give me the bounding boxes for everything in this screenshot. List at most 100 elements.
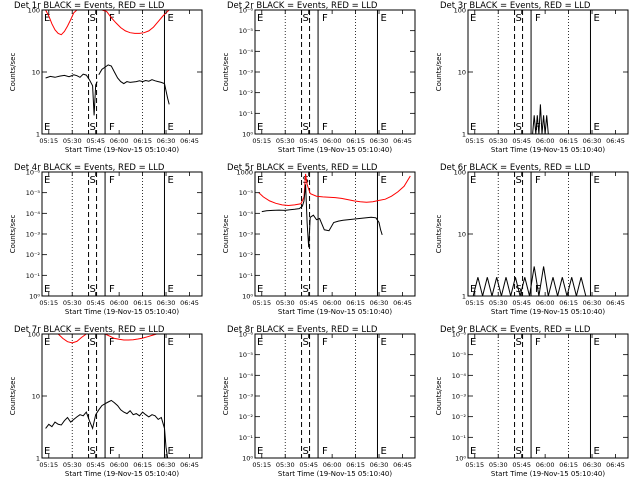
y-tick-label: 10⁻⁶ — [239, 7, 254, 15]
x-tick-label: 06:45 — [606, 299, 625, 307]
x-tick-label: 05:45 — [86, 299, 105, 307]
marker-label-e: E — [593, 175, 599, 186]
marker-label-f: F — [322, 175, 328, 186]
marker-label-e: E — [167, 284, 173, 295]
y-axis-label: Counts/sec — [435, 215, 443, 254]
marker-label-e: E — [470, 122, 476, 133]
marker-label-s: S — [516, 446, 522, 457]
x-tick-label: 05:15 — [39, 461, 58, 469]
marker-label-e: E — [167, 13, 173, 24]
marker-label-s: S — [90, 13, 96, 24]
y-axis-label: Counts/sec — [9, 215, 17, 254]
y-tick-label: 10⁻³ — [452, 393, 467, 401]
x-tick-label: 05:15 — [465, 461, 484, 469]
marker-label-s: S — [303, 284, 309, 295]
y-tick-label: 1 — [36, 131, 40, 139]
x-tick-label: 05:30 — [63, 137, 82, 145]
y-axis-label: Counts/sec — [435, 377, 443, 416]
x-tick-label: 06:45 — [180, 299, 199, 307]
panel-title: Det 3r BLACK = Events, RED = LLD — [440, 1, 591, 11]
marker-label-s: S — [303, 337, 309, 348]
x-axis-label: Start Time (19-Nov-15 05:10:40) — [491, 470, 605, 478]
panel-title: Det 6r BLACK = Events, RED = LLD — [440, 163, 591, 173]
marker-label-s: S — [516, 122, 522, 133]
x-tick-label: 06:15 — [559, 299, 578, 307]
x-tick-label: 05:30 — [489, 299, 508, 307]
x-tick-label: 05:45 — [512, 299, 531, 307]
x-tick-label: 05:30 — [489, 137, 508, 145]
y-tick-label: 100 — [454, 169, 466, 177]
y-axis-label: Counts/sec — [435, 53, 443, 92]
marker-label-f: F — [109, 446, 115, 457]
marker-label-s: S — [90, 284, 96, 295]
y-axis-label: Counts/sec — [222, 377, 230, 416]
y-tick-label: 10⁻⁴ — [452, 372, 467, 380]
marker-label-f: F — [109, 337, 115, 348]
marker-label-f: F — [535, 175, 541, 186]
series-lld-line — [101, 9, 170, 34]
series-events-line — [472, 266, 591, 297]
marker-label-e: E — [380, 122, 386, 133]
plot-frame — [41, 333, 203, 459]
marker-label-e: E — [470, 337, 476, 348]
y-tick-label: 10⁻² — [239, 251, 254, 259]
x-axis-label: Start Time (19-Nov-15 05:10:40) — [65, 308, 179, 316]
x-tick-label: 05:45 — [86, 461, 105, 469]
y-tick-label: 10⁻³ — [239, 69, 254, 77]
x-tick-label: 05:30 — [276, 137, 295, 145]
x-tick-label: 06:45 — [180, 137, 199, 145]
plot-frame — [41, 9, 203, 135]
y-tick-label: 10⁻⁶ — [452, 331, 467, 339]
y-tick-label: 10⁰ — [455, 455, 466, 463]
y-tick-label: 10⁻¹ — [452, 434, 467, 442]
x-tick-label: 06:15 — [133, 461, 152, 469]
x-tick-label: 06:45 — [180, 461, 199, 469]
x-tick-label: 05:45 — [512, 461, 531, 469]
x-tick-label: 06:00 — [110, 461, 129, 469]
x-tick-label: 06:45 — [393, 299, 412, 307]
x-tick-label: 05:15 — [39, 299, 58, 307]
x-tick-label: 06:15 — [133, 299, 152, 307]
y-tick-label: 10⁻³ — [239, 393, 254, 401]
x-tick-label: 06:00 — [110, 299, 129, 307]
x-tick-label: 06:30 — [583, 461, 602, 469]
series-lld-line — [45, 9, 87, 36]
panel-title: Det 2r BLACK = Events, RED = LLD — [227, 1, 378, 11]
marker-label-e: E — [44, 284, 50, 295]
x-tick-label: 06:00 — [536, 137, 555, 145]
y-tick-label: 1 — [36, 455, 40, 463]
x-tick-label: 05:30 — [63, 299, 82, 307]
y-tick-label: 1 — [462, 293, 466, 301]
series-events-line — [45, 73, 98, 116]
marker-label-f: F — [322, 122, 328, 133]
y-tick-label: 10⁰ — [29, 293, 40, 301]
marker-label-e: E — [167, 122, 173, 133]
marker-label-e: E — [380, 284, 386, 295]
y-tick-label: 10⁻⁵ — [26, 189, 41, 197]
x-tick-label: 05:30 — [276, 299, 295, 307]
marker-label-f: F — [322, 446, 328, 457]
marker-label-e: E — [257, 13, 263, 24]
x-tick-label: 05:15 — [252, 299, 271, 307]
marker-label-f: F — [535, 13, 541, 24]
marker-label-e: E — [44, 13, 50, 24]
y-tick-label: 10 — [458, 69, 466, 77]
x-tick-label: 06:00 — [110, 137, 129, 145]
marker-label-e: E — [593, 13, 599, 24]
series-events-line — [98, 64, 170, 105]
panel-title: Det 8r BLACK = Events, RED = LLD — [227, 325, 378, 335]
marker-label-s: S — [90, 337, 96, 348]
x-tick-label: 06:45 — [606, 461, 625, 469]
y-tick-label: 10⁻⁶ — [26, 169, 41, 177]
y-axis-label: Counts/sec — [9, 53, 17, 92]
y-tick-label: 10⁻⁵ — [239, 27, 254, 35]
x-tick-label: 05:45 — [86, 137, 105, 145]
x-tick-label: 06:00 — [323, 299, 342, 307]
x-tick-label: 06:30 — [370, 299, 389, 307]
panel-title: Det 5r BLACK = Events, RED = LLD — [227, 163, 378, 173]
marker-label-e: E — [44, 446, 50, 457]
x-tick-label: 06:00 — [536, 299, 555, 307]
x-tick-label: 05:15 — [39, 137, 58, 145]
